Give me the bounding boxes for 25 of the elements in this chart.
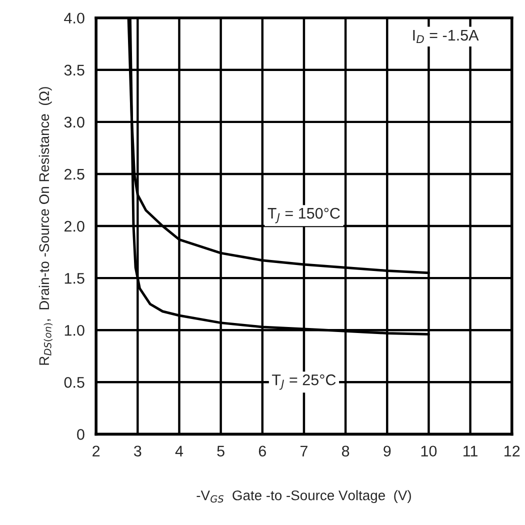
x-tick-label: 3	[134, 446, 142, 457]
y-tick-label: 3.5	[64, 64, 84, 76]
annotation: I$_{D}$ = -1.5A	[413, 30, 479, 44]
y-tick-label: 0	[77, 429, 84, 440]
y-tick-label: 0.5	[64, 377, 84, 388]
y-tick-label: 3.0	[64, 116, 84, 128]
x-tick-label: 10	[421, 446, 437, 457]
x-tick-label: 6	[258, 446, 266, 457]
x-tick-label: 9	[384, 446, 391, 457]
x-tick-label: 2	[92, 446, 100, 456]
x-tick-label: 7	[300, 446, 308, 456]
y-tick-label: 2.5	[64, 168, 84, 180]
annotation: T$_{J}$ = 150°C	[268, 208, 340, 224]
x-tick-label: 12	[504, 446, 520, 456]
annotation: T$_{J}$ = 25°C	[272, 374, 336, 390]
y-axis-title: R$_{DS(on)}$, Drain-to -Source On Resistance (Ω)	[38, 87, 52, 365]
y-tick-label: 2.0	[64, 220, 84, 232]
x-tick-label: 4	[175, 446, 184, 456]
y-tick-label: 1.5	[64, 273, 84, 284]
x-tick-label: 11	[464, 446, 478, 456]
y-tick-label: 4.0	[64, 12, 84, 24]
y-tick-label: 1.0	[64, 324, 84, 336]
x-tick-label: 8	[342, 446, 350, 457]
x-tick-label: 5	[217, 446, 224, 457]
x-axis-title: -V$_{GS}$ Gate -to -Source Voltage (V)	[196, 490, 411, 504]
